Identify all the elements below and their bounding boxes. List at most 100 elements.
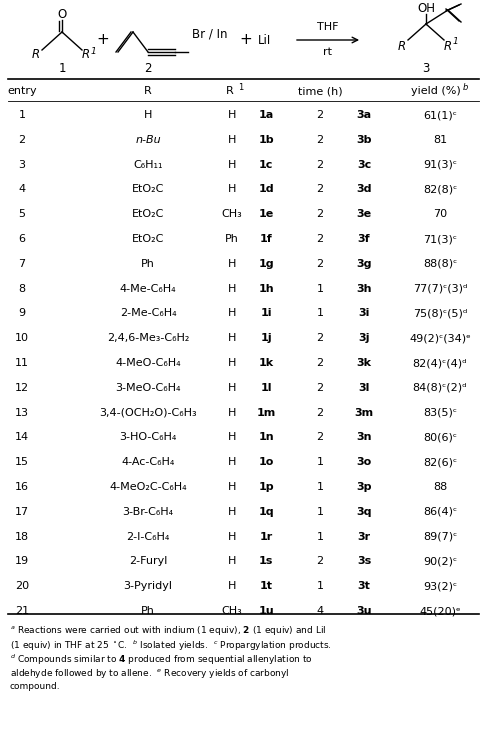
Text: 1r: 1r	[260, 532, 273, 542]
Text: H: H	[228, 160, 236, 170]
Text: 1: 1	[317, 482, 323, 492]
Text: 1: 1	[317, 581, 323, 591]
Text: aldehyde followed by to allene.  $^e$ Recovery yields of carbonyl: aldehyde followed by to allene. $^e$ Rec…	[10, 668, 290, 680]
Text: H: H	[228, 556, 236, 566]
Text: H: H	[228, 259, 236, 268]
Text: H: H	[228, 308, 236, 319]
Text: 9: 9	[19, 308, 25, 319]
Text: 2: 2	[317, 160, 323, 170]
Text: +: +	[240, 32, 252, 47]
Text: 1d: 1d	[258, 184, 274, 194]
Text: 81: 81	[433, 135, 447, 145]
Text: 1: 1	[238, 83, 243, 92]
Text: 1: 1	[317, 308, 323, 319]
Text: yield (%): yield (%)	[411, 86, 461, 96]
Text: 1c: 1c	[259, 160, 273, 170]
Text: 1k: 1k	[259, 358, 274, 368]
Text: 2: 2	[317, 333, 323, 344]
Text: 2,4,6-Me₃-C₆H₂: 2,4,6-Me₃-C₆H₂	[107, 333, 189, 344]
Text: 21: 21	[15, 606, 29, 616]
Text: 1l: 1l	[260, 382, 272, 393]
Text: H: H	[228, 333, 236, 344]
Text: 1q: 1q	[258, 507, 274, 517]
Text: 3t: 3t	[357, 581, 371, 591]
Text: 61(1)ᶜ: 61(1)ᶜ	[423, 110, 457, 120]
Text: 2-I-C₆H₄: 2-I-C₆H₄	[126, 532, 169, 542]
Text: 4-Ac-C₆H₄: 4-Ac-C₆H₄	[121, 458, 175, 467]
Text: R: R	[226, 86, 234, 96]
Text: 3c: 3c	[357, 160, 371, 170]
Text: 1: 1	[90, 46, 96, 56]
Text: 1j: 1j	[260, 333, 272, 344]
Text: 1s: 1s	[259, 556, 273, 566]
Text: 8: 8	[19, 284, 25, 293]
Text: 14: 14	[15, 433, 29, 442]
Text: b: b	[463, 83, 468, 92]
Text: 1i: 1i	[260, 308, 272, 319]
Text: 2: 2	[317, 433, 323, 442]
Text: 3s: 3s	[357, 556, 371, 566]
Text: 2: 2	[317, 259, 323, 268]
Text: rt: rt	[323, 47, 333, 57]
Text: 86(4)ᶜ: 86(4)ᶜ	[423, 507, 457, 517]
Text: 3b: 3b	[356, 135, 372, 145]
Text: 3g: 3g	[356, 259, 372, 268]
Text: 3o: 3o	[356, 458, 372, 467]
Text: 4: 4	[19, 184, 25, 194]
Text: 4-MeO₂C-C₆H₄: 4-MeO₂C-C₆H₄	[109, 482, 187, 492]
Text: 1: 1	[317, 284, 323, 293]
Text: C₆H₁₁: C₆H₁₁	[133, 160, 163, 170]
Text: 3d: 3d	[356, 184, 372, 194]
Text: 2: 2	[317, 407, 323, 418]
Text: Ph: Ph	[141, 606, 155, 616]
Text: 1o: 1o	[258, 458, 274, 467]
Text: H: H	[228, 110, 236, 120]
Text: 3-Br-C₆H₄: 3-Br-C₆H₄	[122, 507, 173, 517]
Text: 91(3)ᶜ: 91(3)ᶜ	[423, 160, 457, 170]
Text: 2: 2	[19, 135, 25, 145]
Text: H: H	[228, 482, 236, 492]
Text: 3r: 3r	[357, 532, 371, 542]
Text: 4-MeO-C₆H₄: 4-MeO-C₆H₄	[115, 358, 181, 368]
Text: 2: 2	[317, 382, 323, 393]
Text: R: R	[32, 49, 40, 62]
Text: O: O	[57, 8, 67, 20]
Text: 3h: 3h	[356, 284, 372, 293]
Text: 84(8)ᶜ(2)ᵈ: 84(8)ᶜ(2)ᵈ	[412, 382, 468, 393]
Text: 1b: 1b	[258, 135, 274, 145]
Text: EtO₂C: EtO₂C	[132, 209, 164, 219]
Text: 3q: 3q	[356, 507, 372, 517]
Text: 1f: 1f	[260, 234, 272, 244]
Text: 1a: 1a	[259, 110, 274, 120]
Text: 18: 18	[15, 532, 29, 542]
Text: 1: 1	[452, 38, 458, 46]
Text: 1p: 1p	[258, 482, 274, 492]
Text: 2: 2	[317, 556, 323, 566]
Text: H: H	[144, 110, 152, 120]
Text: 3a: 3a	[356, 110, 372, 120]
Text: CH₃: CH₃	[222, 209, 243, 219]
Text: THF: THF	[317, 22, 339, 32]
Text: H: H	[228, 358, 236, 368]
Text: 93(2)ᶜ: 93(2)ᶜ	[423, 581, 457, 591]
Text: 75(8)ᶜ(5)ᵈ: 75(8)ᶜ(5)ᵈ	[413, 308, 467, 319]
Text: 3m: 3m	[355, 407, 374, 418]
Text: 2: 2	[317, 358, 323, 368]
Text: 1m: 1m	[256, 407, 276, 418]
Text: 70: 70	[433, 209, 447, 219]
Text: 2: 2	[317, 234, 323, 244]
Text: time (h): time (h)	[298, 86, 342, 96]
Text: 3f: 3f	[357, 234, 370, 244]
Text: 77(7)ᶜ(3)ᵈ: 77(7)ᶜ(3)ᵈ	[413, 284, 467, 293]
Text: 3: 3	[19, 160, 25, 170]
Text: 88(8)ᶜ: 88(8)ᶜ	[423, 259, 457, 268]
Text: 82(8)ᶜ: 82(8)ᶜ	[423, 184, 457, 194]
Text: 49(2)ᶜ(34)ᵉ: 49(2)ᶜ(34)ᵉ	[409, 333, 471, 344]
Text: (1 equiv) in THF at 25 $^\circ$C.  $^b$ Isolated yields.  $^c$ Propargylation pr: (1 equiv) in THF at 25 $^\circ$C. $^b$ I…	[10, 638, 332, 653]
Text: 11: 11	[15, 358, 29, 368]
Text: 6: 6	[19, 234, 25, 244]
Text: CH₃: CH₃	[222, 606, 243, 616]
Text: H: H	[228, 184, 236, 194]
Text: 7: 7	[19, 259, 25, 268]
Text: OH: OH	[417, 2, 435, 14]
